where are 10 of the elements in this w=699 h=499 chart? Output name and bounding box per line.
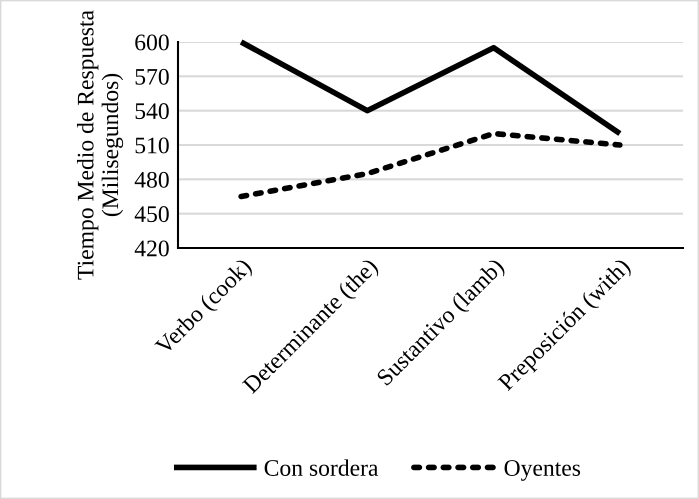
- y-tick-label: 540: [136, 103, 169, 120]
- y-tick-label: 480: [134, 172, 169, 188]
- y-tick-label: 420: [134, 240, 169, 256]
- y-tick-label: 450: [134, 206, 169, 222]
- y-tick-label: 510: [136, 137, 169, 154]
- y-tick-label: 570: [136, 68, 169, 85]
- legend-label: Con sordera: [264, 459, 378, 476]
- legend-label: Oyentes: [504, 460, 580, 481]
- y-tick-label: 600: [135, 34, 169, 50]
- y-axis-title: Tiempo Medio de Respuesta (Milisegundos): [76, 10, 124, 280]
